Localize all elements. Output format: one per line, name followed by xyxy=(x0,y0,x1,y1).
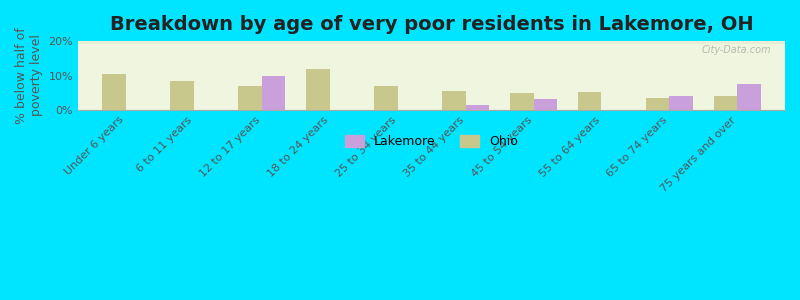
Bar xyxy=(78,41,785,42)
Bar xyxy=(78,41,785,42)
Bar xyxy=(78,41,785,42)
Bar xyxy=(170,81,194,110)
Bar xyxy=(738,84,762,110)
Bar xyxy=(78,41,785,42)
Bar xyxy=(78,41,785,42)
Text: City-Data.com: City-Data.com xyxy=(702,45,771,55)
Bar xyxy=(78,41,785,42)
Bar xyxy=(78,41,785,42)
Bar xyxy=(262,76,286,110)
Bar xyxy=(78,41,785,42)
Bar xyxy=(78,41,785,42)
Bar xyxy=(78,41,785,42)
Bar xyxy=(78,41,785,42)
Bar xyxy=(78,41,785,42)
Bar xyxy=(646,98,670,110)
Bar xyxy=(78,41,785,42)
Y-axis label: % below half of
poverty level: % below half of poverty level xyxy=(15,27,43,124)
Bar xyxy=(78,41,785,42)
Bar xyxy=(714,96,738,110)
Bar xyxy=(78,41,785,42)
Bar xyxy=(78,41,785,42)
Bar xyxy=(78,41,785,42)
Bar xyxy=(78,41,785,42)
Bar xyxy=(78,41,785,42)
Bar xyxy=(78,41,785,42)
Bar xyxy=(78,41,785,42)
Bar xyxy=(78,41,785,42)
Bar xyxy=(78,41,785,42)
Bar xyxy=(78,41,785,42)
Bar xyxy=(78,41,785,42)
Bar xyxy=(510,93,534,110)
Bar xyxy=(534,99,558,110)
Bar xyxy=(78,41,785,42)
Bar xyxy=(78,41,785,42)
Bar xyxy=(578,92,602,110)
Bar xyxy=(78,41,785,42)
Bar xyxy=(238,86,262,110)
Bar xyxy=(78,41,785,42)
Bar xyxy=(78,41,785,42)
Bar xyxy=(78,41,785,42)
Bar xyxy=(78,42,785,43)
Bar xyxy=(78,41,785,42)
Bar xyxy=(78,41,785,42)
Bar xyxy=(78,41,785,42)
Bar xyxy=(78,41,785,42)
Bar xyxy=(78,41,785,42)
Bar xyxy=(78,41,785,42)
Legend: Lakemore, Ohio: Lakemore, Ohio xyxy=(340,130,523,153)
Title: Breakdown by age of very poor residents in Lakemore, OH: Breakdown by age of very poor residents … xyxy=(110,15,754,34)
Bar xyxy=(78,41,785,42)
Bar xyxy=(374,86,398,110)
Bar xyxy=(78,41,785,42)
Bar xyxy=(78,41,785,42)
Bar xyxy=(78,41,785,42)
Bar xyxy=(78,42,785,43)
Bar xyxy=(78,41,785,42)
Bar xyxy=(78,41,785,42)
Bar xyxy=(78,42,785,43)
Bar xyxy=(78,41,785,42)
Bar xyxy=(78,42,785,43)
Bar xyxy=(78,41,785,42)
Bar xyxy=(78,41,785,42)
Bar xyxy=(78,41,785,42)
Bar xyxy=(78,41,785,42)
Bar xyxy=(78,41,785,42)
Bar xyxy=(442,91,466,110)
Bar xyxy=(78,41,785,42)
Bar xyxy=(78,41,785,42)
Bar xyxy=(102,74,126,110)
Bar xyxy=(78,41,785,42)
Bar xyxy=(78,41,785,42)
Bar xyxy=(78,41,785,42)
Bar xyxy=(78,41,785,42)
Bar xyxy=(78,41,785,42)
Bar xyxy=(78,41,785,42)
Bar xyxy=(78,42,785,43)
Bar xyxy=(78,41,785,42)
Bar xyxy=(78,41,785,42)
Bar xyxy=(670,96,694,110)
Bar xyxy=(466,105,490,110)
Bar xyxy=(78,41,785,42)
Bar xyxy=(78,41,785,42)
Bar xyxy=(78,41,785,42)
Bar xyxy=(78,41,785,42)
Bar xyxy=(78,41,785,42)
Bar xyxy=(306,69,330,110)
